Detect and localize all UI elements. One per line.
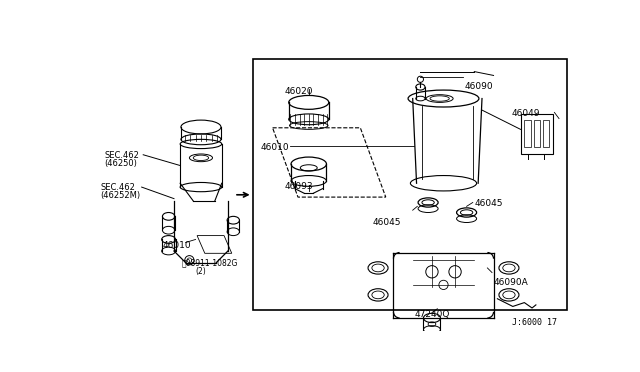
Text: 46090A: 46090A [493,278,528,287]
Text: J:6000 17: J:6000 17 [513,318,557,327]
Text: SEC.462: SEC.462 [105,151,140,160]
Text: SEC.462: SEC.462 [100,183,135,192]
Text: 46045: 46045 [372,218,401,227]
Text: 46010: 46010 [261,143,290,152]
Text: 46020: 46020 [284,87,312,96]
Text: 46090: 46090 [464,81,493,91]
Bar [253,58,566,310]
Text: (46250): (46250) [105,158,138,168]
Text: (2): (2) [196,267,206,276]
Text: 46049: 46049 [511,109,540,118]
Text: (46252M): (46252M) [100,191,140,200]
Text: ⓝ08911-1082G: ⓝ08911-1082G [182,259,238,268]
Text: 46093: 46093 [284,182,313,191]
Bar [524,120,531,147]
Text: 46045: 46045 [474,199,503,208]
Text: 47240Q: 47240Q [414,310,450,319]
Bar [520,114,553,154]
Bar [543,120,549,147]
Bar [534,120,540,147]
Text: 46010: 46010 [163,241,191,250]
